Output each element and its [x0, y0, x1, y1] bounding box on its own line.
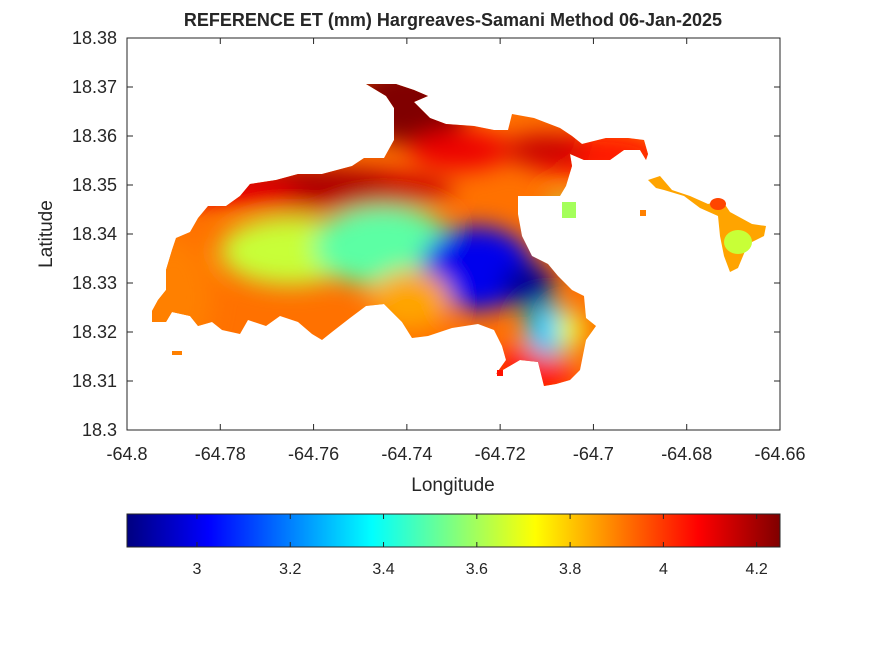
x-tick-label: -64.7	[573, 444, 614, 464]
south-islet	[497, 370, 503, 376]
colorbar-tick-label: 4	[659, 561, 668, 578]
y-tick-label: 18.31	[72, 371, 117, 391]
southwest-islet	[172, 351, 182, 355]
colorbar: 3 3.2 3.4 3.6 3.8 4 4.2	[126, 513, 781, 578]
x-tick-label: -64.72	[475, 444, 526, 464]
colorbar-tick-label: 3.8	[559, 561, 581, 578]
y-tick-label: 18.36	[72, 126, 117, 146]
region-minimum	[502, 263, 555, 308]
colorbar-tick-label: 3	[193, 561, 202, 578]
y-tick-label: 18.32	[72, 322, 117, 342]
colorbar-tick-label: 4.2	[746, 561, 768, 578]
x-tick-label: -64.76	[288, 444, 339, 464]
y-tick-label: 18.37	[72, 77, 117, 97]
bay-islet	[562, 202, 576, 218]
x-axis-label: Longitude	[411, 475, 494, 496]
y-tick-label: 18.33	[72, 273, 117, 293]
x-tick-label: -64.68	[661, 444, 712, 464]
x-tick-label: -64.66	[754, 444, 805, 464]
chart-title: REFERENCE ET (mm) Hargreaves-Samani Meth…	[184, 10, 722, 30]
y-axis: 18.3 18.31 18.32 18.33 18.34 18.35 18.36 18.37 1…	[72, 28, 780, 440]
y-tick-label: 18.35	[72, 175, 117, 195]
y-tick-label: 18.3	[82, 420, 117, 440]
colorbar-gradient	[126, 513, 781, 548]
eastern-islet-tip	[710, 198, 726, 210]
islets	[172, 176, 766, 376]
colorbar-tick-label: 3.6	[466, 561, 488, 578]
x-tick-label: -64.8	[106, 444, 147, 464]
colorbar-tick-label: 3.4	[372, 561, 394, 578]
small-islet	[640, 210, 646, 216]
region-central	[313, 206, 454, 287]
x-tick-label: -64.74	[381, 444, 432, 464]
colorbar-ticks: 3 3.2 3.4 3.6 3.8 4 4.2	[193, 514, 768, 578]
y-axis-label: Latitude	[36, 200, 57, 268]
eastern-islet-core	[724, 230, 752, 254]
y-tick-label: 18.34	[72, 224, 117, 244]
x-tick-label: -64.78	[195, 444, 246, 464]
colorbar-tick-label: 3.2	[279, 561, 301, 578]
y-tick-label: 18.38	[72, 28, 117, 48]
x-axis: -64.8 -64.78 -64.76 -64.74 -64.72 -64.7 -64.68…	[106, 38, 806, 464]
